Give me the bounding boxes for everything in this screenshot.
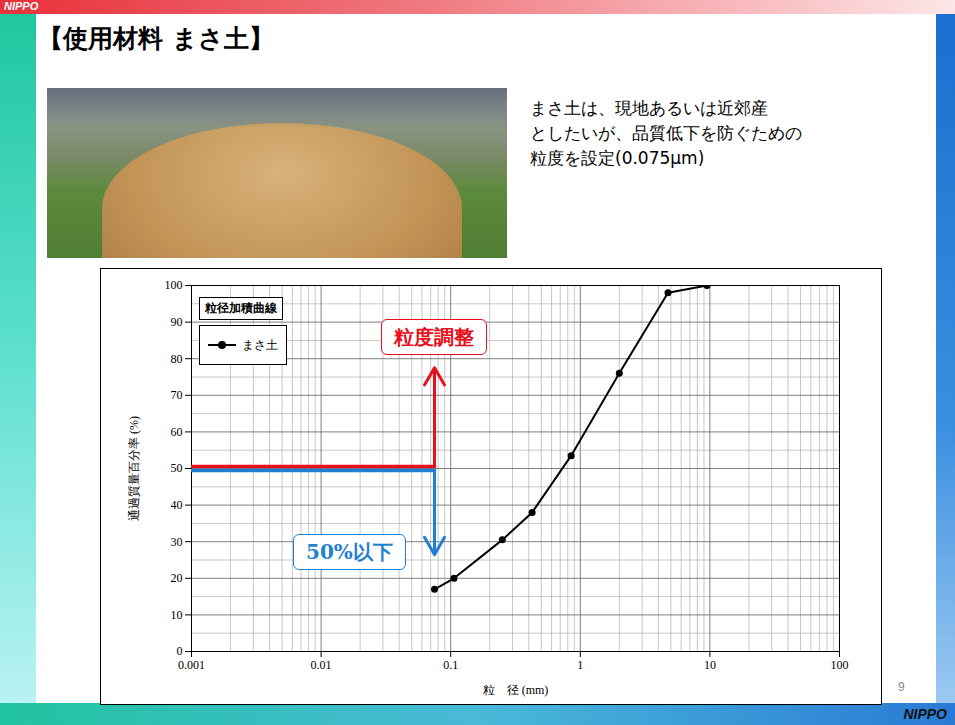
html-text:まさ土は、現地あるいは近郊産: まさ土は、現地あるいは近郊産 (530, 98, 768, 118)
svg-text:90: 90 (171, 315, 183, 329)
svg-text:0.01: 0.01 (311, 658, 332, 672)
svg-text:100: 100 (165, 278, 183, 292)
svg-text:70: 70 (171, 388, 183, 402)
svg-text:30: 30 (171, 535, 183, 549)
svg-text:100: 100 (831, 658, 849, 672)
svg-text:0: 0 (177, 644, 183, 658)
svg-text:60: 60 (171, 425, 183, 439)
html-text:粒度を設定(0.075μm): 粒度を設定(0.075μm) (530, 148, 705, 168)
html-text:NIPPO: NIPPO (903, 706, 947, 722)
svg-text:0.1: 0.1 (443, 658, 458, 672)
html-text:50%以下: 50%以下 (306, 540, 393, 565)
svg-text:20: 20 (171, 571, 183, 585)
html-text:【使用材料 まさ土】: 【使用材料 まさ土】 (38, 24, 274, 53)
svg-text:50: 50 (171, 461, 183, 475)
html-text:としたいが、品質低下を防ぐための: としたいが、品質低下を防ぐための (530, 123, 802, 143)
svg-text:粒 径 (mm): 粒 径 (mm) (483, 683, 549, 697)
html-text:粒径加積曲線: 粒径加積曲線 (205, 301, 277, 315)
svg-text:10: 10 (171, 608, 183, 622)
html-text:まさ土: まさ土 (242, 337, 278, 352)
svg-text:40: 40 (171, 498, 183, 512)
html-text:NIPPO: NIPPO (4, 0, 39, 12)
svg-text:80: 80 (171, 352, 183, 366)
svg-text:1: 1 (577, 658, 583, 672)
html-text:9: 9 (898, 680, 905, 694)
svg-text:0.001: 0.001 (178, 658, 205, 672)
svg-text:通過質量百分率 (%): 通過質量百分率 (%) (127, 416, 141, 521)
svg-text:10: 10 (704, 658, 716, 672)
html-text:粒度調整: 粒度調整 (394, 325, 474, 350)
